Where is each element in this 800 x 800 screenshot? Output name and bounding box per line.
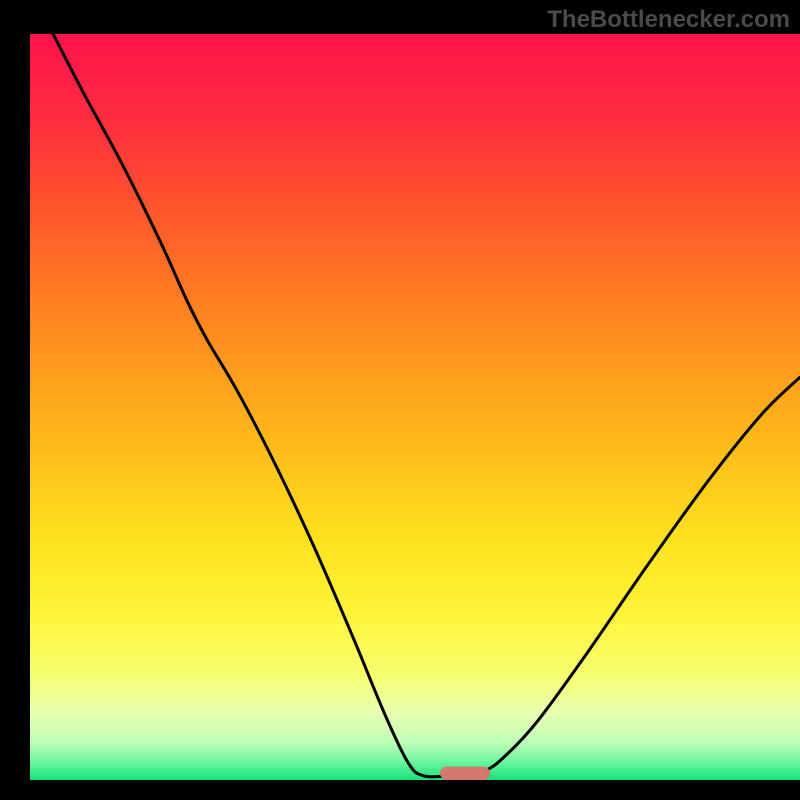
watermark-text: TheBottlenecker.com <box>547 6 790 34</box>
optimal-marker <box>440 767 490 780</box>
chart-frame: TheBottlenecker.com <box>0 0 800 800</box>
bottleneck-curve <box>53 34 800 777</box>
curve-overlay <box>30 34 800 780</box>
plot-area <box>30 34 800 780</box>
